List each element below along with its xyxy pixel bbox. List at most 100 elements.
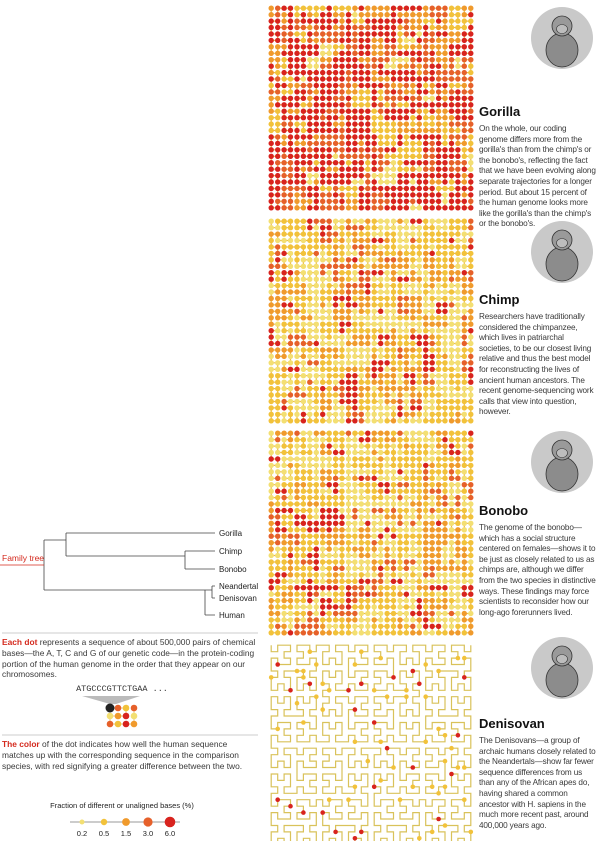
dot (429, 610, 435, 617)
dot (294, 385, 300, 392)
dot (429, 134, 435, 140)
dot (294, 379, 300, 385)
dot (339, 501, 345, 507)
dot (345, 340, 352, 347)
dot (468, 520, 474, 526)
dot (384, 198, 390, 204)
dot (332, 160, 339, 166)
dot (442, 340, 448, 347)
dot (294, 514, 300, 520)
dot (410, 5, 416, 11)
dot (281, 12, 287, 18)
dot (332, 475, 339, 481)
dot (410, 437, 416, 443)
dot (468, 527, 474, 533)
dot (281, 334, 287, 340)
dot (468, 289, 474, 295)
dot (320, 31, 326, 37)
dot (287, 385, 294, 392)
dot (339, 430, 345, 436)
dot (435, 69, 442, 76)
dot (423, 50, 429, 56)
dot (468, 591, 474, 597)
dot (410, 153, 416, 159)
dot (390, 31, 397, 37)
dot (461, 398, 467, 405)
dot (307, 76, 313, 82)
dot (365, 411, 371, 417)
dot (378, 334, 384, 340)
dot (461, 449, 467, 456)
dot (403, 405, 410, 411)
dot (378, 121, 384, 127)
dot (275, 231, 281, 237)
dot (384, 411, 390, 417)
dot (429, 263, 435, 269)
dot (397, 250, 403, 257)
dot (435, 430, 442, 436)
dot (339, 89, 345, 95)
dot (300, 250, 307, 257)
dot (410, 321, 416, 327)
dot (390, 12, 397, 18)
dot (352, 102, 358, 108)
dot (332, 482, 339, 488)
dot (397, 24, 403, 31)
dot (358, 82, 364, 89)
dot (332, 469, 339, 475)
dot (275, 591, 281, 597)
dot (371, 540, 377, 546)
dot (410, 57, 416, 63)
dot (371, 115, 377, 121)
dot (416, 250, 422, 257)
dot (275, 623, 281, 629)
dot (313, 282, 319, 289)
dot (332, 507, 339, 514)
dot (461, 328, 467, 334)
dot (287, 225, 294, 231)
dot (268, 5, 274, 11)
dot (455, 430, 461, 436)
dot (320, 379, 326, 385)
dot (410, 244, 416, 250)
dot (423, 218, 429, 224)
dot (287, 597, 294, 604)
dot (378, 263, 384, 269)
dot (268, 44, 274, 50)
dot (294, 430, 300, 436)
dot (300, 501, 307, 507)
dot (326, 379, 332, 385)
dot (365, 205, 371, 211)
dot (410, 121, 416, 127)
dot (281, 82, 287, 89)
dot (455, 321, 461, 327)
dot (390, 140, 397, 147)
dot (403, 82, 410, 89)
dot (339, 604, 345, 610)
dot (300, 507, 307, 514)
dot (461, 340, 467, 347)
dot (365, 494, 371, 501)
dot (313, 475, 319, 481)
dot (390, 218, 397, 224)
dot (332, 37, 339, 44)
dot (397, 50, 403, 56)
dot (461, 231, 467, 237)
dot (300, 5, 307, 11)
dot (448, 418, 455, 424)
dot (345, 321, 352, 327)
dot (300, 630, 307, 636)
dot (313, 411, 319, 417)
dot (435, 514, 442, 520)
dot (423, 488, 429, 494)
dot (307, 237, 313, 244)
dot (268, 591, 274, 597)
dot (448, 95, 455, 102)
dot (320, 198, 326, 204)
dot (365, 69, 371, 76)
dot (333, 829, 338, 835)
dot (448, 527, 455, 533)
dot (300, 360, 307, 366)
dot (416, 340, 422, 347)
dot (281, 617, 287, 623)
